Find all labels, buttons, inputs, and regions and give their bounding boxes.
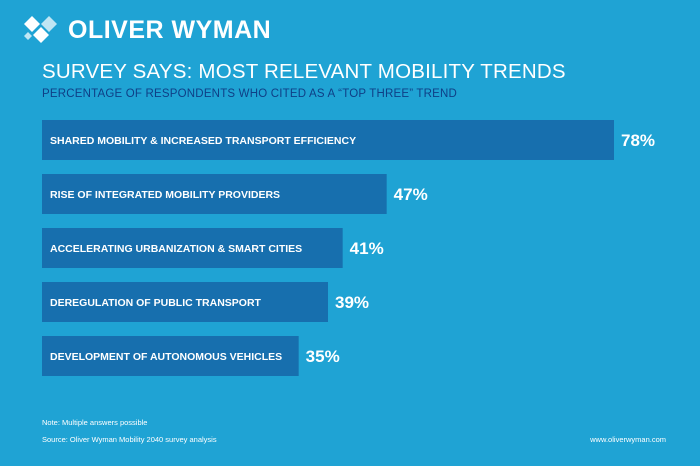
bar-value-2: 47%	[394, 185, 428, 204]
chart-title: SURVEY SAYS: MOST RELEVANT MOBILITY TREN…	[42, 60, 566, 83]
bar-chart: SHARED MOBILITY & INCREASED TRANSPORT EF…	[42, 120, 655, 376]
bar-label-1: SHARED MOBILITY & INCREASED TRANSPORT EF…	[50, 135, 356, 147]
bar-5	[42, 336, 299, 376]
bar-value-3: 41%	[350, 239, 384, 258]
bar-1	[42, 120, 614, 160]
oliver-wyman-logo-icon	[24, 16, 57, 43]
bar-value-4: 39%	[335, 293, 369, 312]
brand-name: OLIVER WYMAN	[68, 15, 272, 44]
brand-header: OLIVER WYMAN	[24, 14, 271, 46]
bar-3	[42, 228, 343, 268]
footer-url: www.oliverwyman.com	[590, 435, 666, 444]
bar-4	[42, 282, 328, 322]
footer-note: Note: Multiple answers possible	[42, 418, 148, 427]
footer-source: Source: Oliver Wyman Mobility 2040 surve…	[42, 435, 217, 444]
bar-2	[42, 174, 387, 214]
bar-label-4: DEREGULATION OF PUBLIC TRANSPORT	[50, 297, 262, 309]
bar-value-5: 35%	[306, 347, 340, 366]
bar-label-3: ACCELERATING URBANIZATION & SMART CITIES	[50, 243, 302, 255]
chart-subtitle: PERCENTAGE OF RESPONDENTS WHO CITED AS A…	[42, 88, 458, 100]
bar-label-2: RISE OF INTEGRATED MOBILITY PROVIDERS	[50, 189, 280, 201]
bar-label-5: DEVELOPMENT OF AUTONOMOUS VEHICLES	[50, 351, 282, 363]
bar-value-1: 78%	[621, 131, 655, 150]
